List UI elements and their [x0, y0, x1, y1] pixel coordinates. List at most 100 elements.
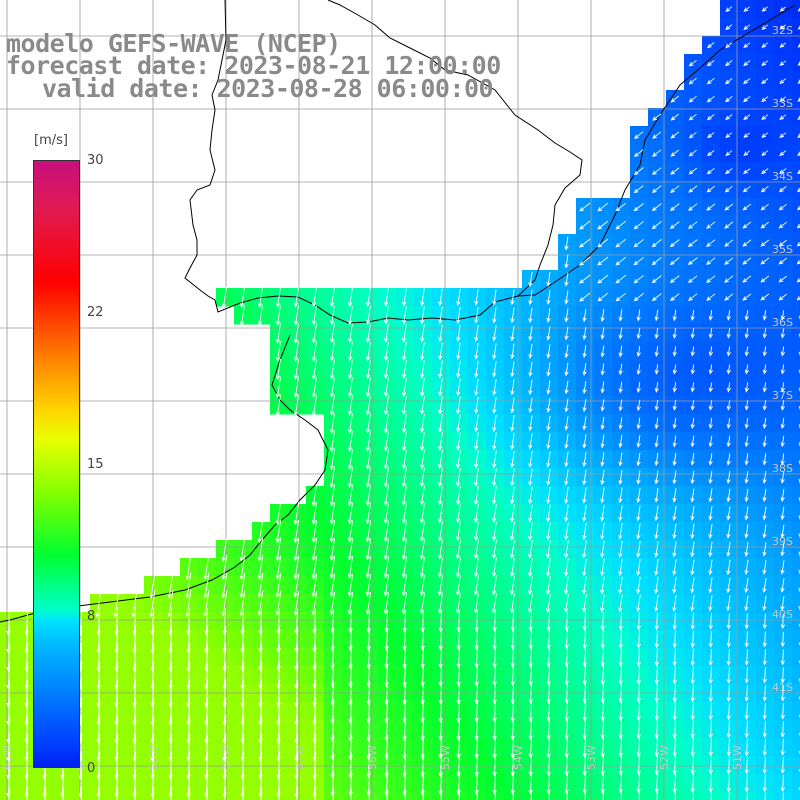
wind-arrow — [600, 630, 605, 649]
wind-arrow — [706, 257, 716, 265]
wind-arrow — [293, 555, 300, 580]
wind-arrow — [293, 287, 299, 308]
wind-arrow — [239, 555, 246, 580]
wind-arrow — [724, 221, 734, 229]
wind-arrow — [708, 613, 713, 630]
wind-arrow — [528, 271, 533, 288]
wind-arrow — [654, 702, 659, 721]
wind-arrow — [636, 523, 641, 540]
wind-arrow — [762, 738, 767, 757]
wind-arrow — [778, 239, 787, 247]
wind-arrow — [672, 417, 677, 430]
wind-arrow — [455, 557, 461, 578]
wind-arrow — [584, 790, 586, 800]
wind-arrow — [368, 788, 371, 800]
wind-arrow — [383, 449, 389, 470]
wind-arrow — [564, 398, 569, 413]
wind-arrow — [383, 502, 389, 525]
wind-arrow — [602, 790, 604, 800]
wind-arrow — [779, 150, 787, 157]
wind-arrow — [780, 596, 785, 611]
wind-arrow — [365, 556, 372, 579]
wind-speed-cell — [792, 36, 800, 55]
wind-arrow — [528, 433, 533, 450]
wind-arrow — [420, 378, 425, 397]
wind-arrow — [293, 537, 300, 562]
wind-arrow — [618, 540, 623, 559]
wind-arrow — [726, 453, 731, 466]
wind-arrow — [725, 24, 733, 31]
wind-arrow — [706, 221, 716, 229]
wind-arrow — [761, 42, 769, 48]
wind-arrow — [688, 149, 697, 157]
wind-arrow — [365, 395, 371, 416]
wind-arrow — [564, 344, 569, 359]
wind-arrow — [134, 787, 137, 800]
wind-speed-cell — [792, 612, 800, 631]
wind-arrow — [706, 77, 715, 85]
wind-arrow — [257, 590, 264, 617]
wind-arrow — [579, 256, 591, 266]
wind-arrow — [743, 24, 751, 30]
wind-arrow — [257, 572, 264, 599]
wind-arrow — [564, 665, 569, 686]
wind-arrow — [546, 362, 551, 377]
wind-arrow — [44, 787, 47, 800]
wind-arrow — [778, 221, 787, 229]
wind-arrow — [582, 416, 587, 431]
wind-arrow — [760, 185, 769, 193]
wind-arrow — [654, 684, 659, 703]
wind-arrow — [725, 114, 733, 121]
wind-arrow — [726, 524, 731, 539]
wind-arrow — [203, 572, 210, 599]
forecast-date: forecast date: 2023-08-21 12:00:00 — [6, 51, 501, 80]
wind-arrow — [690, 417, 695, 430]
wind-arrow — [26, 787, 29, 800]
wind-speed-cell — [792, 630, 800, 649]
wind-arrow — [726, 364, 731, 375]
wind-arrow — [688, 221, 698, 229]
wind-arrow — [456, 432, 461, 451]
wind-arrow — [365, 538, 372, 561]
wind-arrow — [528, 343, 533, 360]
wind-arrow — [780, 471, 785, 484]
wind-arrow — [350, 788, 353, 800]
wind-arrow — [762, 720, 767, 739]
wind-arrow — [726, 346, 731, 357]
wind-arrow — [651, 257, 662, 266]
wind-arrow — [708, 559, 713, 576]
colorbar-label-15: 15 — [87, 457, 104, 472]
wind-arrow — [422, 789, 425, 800]
wind-arrow — [528, 307, 533, 324]
wind-arrow — [528, 451, 533, 468]
wind-arrow — [690, 773, 695, 794]
wind-arrow — [510, 361, 515, 378]
wind-arrow — [762, 595, 767, 612]
wind-arrow — [690, 720, 695, 739]
wind-arrow — [239, 590, 246, 617]
wind-arrow — [618, 773, 623, 794]
wind-arrow — [743, 42, 751, 48]
wind-arrow — [528, 665, 533, 686]
wind-arrow — [419, 431, 425, 452]
wind-arrow — [564, 647, 569, 668]
wind-arrow — [546, 611, 551, 632]
wind-arrow — [383, 592, 390, 615]
wind-arrow — [564, 308, 569, 323]
wind-arrow — [651, 293, 662, 302]
colorbar-unit: [m/s] — [34, 133, 68, 148]
wind-arrow — [492, 414, 497, 433]
wind-arrow — [221, 590, 228, 617]
wind-arrow — [669, 275, 680, 284]
wind-arrow — [564, 254, 569, 269]
wind-arrow — [762, 310, 767, 321]
wind-arrow — [762, 328, 767, 339]
wind-arrow — [347, 574, 354, 597]
wind-arrow — [672, 648, 677, 667]
wind-arrow — [383, 556, 390, 579]
wind-speed-cell — [792, 504, 800, 523]
wind-arrow — [383, 484, 389, 507]
wind-arrow — [275, 340, 281, 363]
wind-arrow — [528, 486, 533, 505]
wind-arrow — [528, 361, 533, 378]
